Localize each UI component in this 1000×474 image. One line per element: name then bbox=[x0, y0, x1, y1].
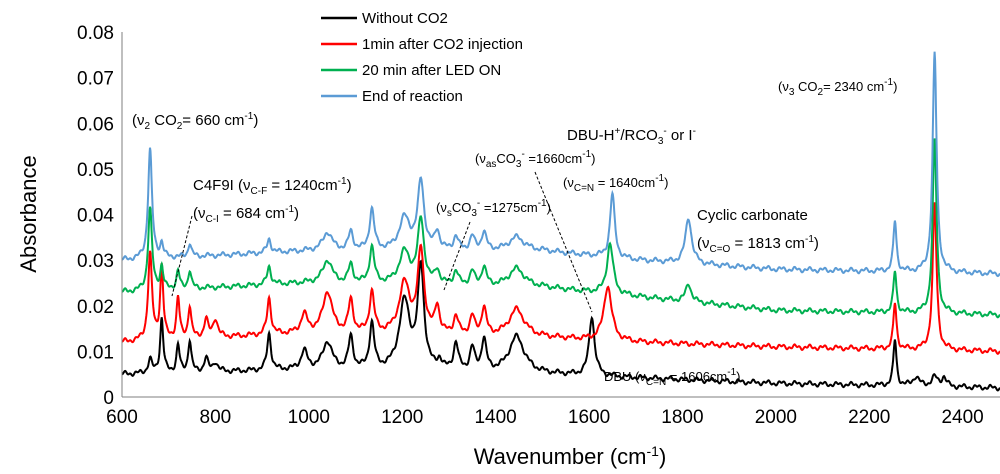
y-axis-title: Absorbance bbox=[16, 155, 41, 272]
series-layer bbox=[121, 51, 1000, 392]
x-tick-label: 600 bbox=[106, 407, 138, 428]
annotation-vs-co3: (νsCO3- =1275cm-1) bbox=[436, 198, 551, 219]
legend-label: Without CO2 bbox=[362, 10, 448, 27]
x-tick-label: 2400 bbox=[941, 407, 983, 428]
leader-line-vas-co3 bbox=[534, 171, 593, 313]
legend-label: 1min after CO2 injection bbox=[362, 36, 523, 53]
annotations: (ν2 CO2= 660 cm-1) (ν3 CO2= 2340 cm-1) C… bbox=[132, 77, 897, 388]
x-tick-label: 1000 bbox=[288, 407, 330, 428]
annotation-vas-co3: (νasCO3- =1660cm-1) bbox=[475, 149, 596, 170]
y-tick-label: 0 bbox=[103, 388, 114, 409]
chart-legend: Without CO2 1min after CO2 injection 20 mi… bbox=[321, 10, 523, 105]
legend-label: 20 min after LED ON bbox=[362, 62, 501, 79]
legend-label: End of reaction bbox=[362, 88, 463, 105]
y-tick-label: 0.02 bbox=[77, 297, 114, 318]
series-line bbox=[121, 51, 1000, 278]
x-tick-label: 1800 bbox=[661, 407, 703, 428]
y-tick-label: 0.05 bbox=[77, 160, 114, 181]
leader-line-vci bbox=[171, 215, 193, 297]
y-tick-label: 0.04 bbox=[77, 206, 114, 227]
y-tick-label: 0.08 bbox=[77, 23, 114, 44]
annotation-vci: (νC-I = 684 cm-1) bbox=[193, 204, 299, 225]
y-tick-label: 0.07 bbox=[77, 69, 114, 90]
annotation-cyclic-carbonate: Cyclic carbonate bbox=[697, 207, 808, 224]
series-line bbox=[121, 138, 1000, 319]
annotation-c4f9i: C4F9I (νC-F = 1240cm-1) bbox=[193, 176, 352, 197]
x-tick-label: 800 bbox=[200, 407, 232, 428]
x-tick-label: 1200 bbox=[381, 407, 423, 428]
leader-line-vs-co3 bbox=[443, 221, 471, 291]
y-tick-label: 0.03 bbox=[77, 251, 114, 272]
axes-layer bbox=[121, 32, 1000, 398]
x-tick-label: 2000 bbox=[755, 407, 797, 428]
x-tick-label: 2200 bbox=[848, 407, 890, 428]
annotation-v3-co2: (ν3 CO2= 2340 cm-1) bbox=[778, 77, 897, 98]
y-tick-label: 0.01 bbox=[77, 342, 114, 363]
y-tick-label: 0.06 bbox=[77, 114, 114, 135]
annotation-dbu: DBU (νC=N = 1606cm-1) bbox=[604, 367, 741, 388]
x-tick-label: 1600 bbox=[568, 407, 610, 428]
x-axis-title: Wavenumber (cm-1) bbox=[474, 443, 667, 469]
annotation-dbu-h: DBU-H+/RCO3- or I- bbox=[567, 126, 696, 147]
series-line bbox=[121, 202, 1000, 355]
tick-layer: 600 800 1000 1200 1400 1600 1800 2000 2200 2400 0 0… bbox=[77, 23, 984, 428]
x-tick-label: 1400 bbox=[474, 407, 516, 428]
annotation-vco: (νC=O = 1813 cm-1) bbox=[697, 234, 819, 255]
annotation-v2-co2: (ν2 CO2= 660 cm-1) bbox=[132, 111, 258, 132]
series-line bbox=[121, 259, 1000, 392]
annotation-vcn-1640: (νC=N = 1640cm-1) bbox=[563, 173, 668, 194]
